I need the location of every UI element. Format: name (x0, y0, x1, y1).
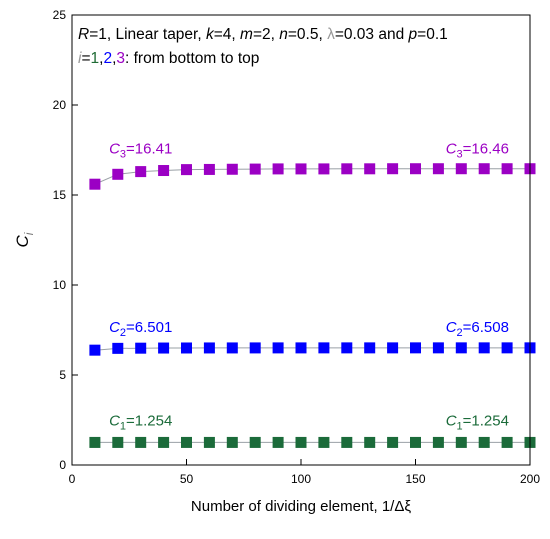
series-3-marker (387, 163, 399, 175)
x-axis-label: Number of dividing element, 1/Δξ (191, 498, 411, 515)
value-label: C2=6.501 (109, 319, 172, 339)
series-2 (89, 342, 536, 356)
y-tick-label: 10 (53, 278, 67, 292)
y-tick-label: 25 (53, 8, 67, 22)
series-2-marker (203, 342, 215, 354)
series-1-marker (203, 436, 215, 448)
series-2-marker (387, 342, 399, 354)
series-3-marker (455, 163, 467, 175)
series-3-marker (364, 163, 376, 175)
series-2-marker (478, 342, 490, 354)
series-1-marker (226, 436, 238, 448)
series-3-marker (112, 168, 124, 180)
series-3-marker (226, 163, 238, 175)
series-1-marker (478, 436, 490, 448)
x-tick-label: 200 (520, 472, 540, 486)
y-tick-label: 20 (53, 98, 67, 112)
series-1-marker (158, 436, 170, 448)
series-3-marker (341, 163, 353, 175)
series-2-marker (181, 342, 192, 354)
x-tick-label: 100 (291, 472, 311, 486)
value-label: C2=6.508 (446, 319, 509, 339)
series-1-marker (181, 436, 192, 448)
y-axis-label: Ci (13, 232, 36, 247)
series-1-marker (318, 436, 330, 448)
series-2-marker (501, 342, 513, 354)
series-3-marker (158, 165, 170, 177)
series-3-marker (249, 163, 261, 175)
series-2-marker (158, 342, 170, 354)
series-3-marker (135, 166, 147, 178)
series-3-marker (181, 164, 192, 176)
series-1-marker (89, 436, 101, 448)
series-1-marker (432, 436, 444, 448)
series-3-marker (318, 163, 330, 175)
y-tick-label: 5 (59, 368, 66, 382)
value-labels: C1=1.254 C1=1.254 C2=6.501 C2=6.508 C3=16.41… (109, 141, 509, 433)
series-2-marker (89, 344, 101, 356)
series-1-marker (249, 436, 261, 448)
series-3-marker (272, 163, 284, 175)
y-tick-label: 15 (53, 188, 67, 202)
series-3-marker (410, 163, 421, 175)
series-1-marker (135, 436, 147, 448)
series-2-marker (318, 342, 330, 354)
series-2-marker (249, 342, 261, 354)
series-3-marker (89, 178, 101, 190)
series-3 (89, 163, 536, 190)
series-1 (89, 436, 536, 448)
series-2-marker (272, 342, 284, 354)
series-3-marker (478, 163, 490, 175)
series-1-marker (387, 436, 399, 448)
series-1-marker (272, 436, 284, 448)
series-3-marker (501, 163, 513, 175)
series-2-marker (432, 342, 444, 354)
series-3-marker (203, 163, 215, 175)
value-label: C3=16.41 (109, 141, 172, 161)
series-2-marker (135, 342, 147, 354)
series-2-marker (455, 342, 467, 354)
series-1-marker (364, 436, 376, 448)
series-1-marker (295, 436, 307, 448)
plot-frame (71, 14, 531, 466)
series-3-marker (432, 163, 444, 175)
series-2-marker (295, 342, 307, 354)
value-label: C1=1.254 (446, 412, 509, 432)
series-2-marker (226, 342, 238, 354)
series-2-marker (341, 342, 353, 354)
series-1-marker (455, 436, 467, 448)
value-label: C3=16.46 (446, 141, 509, 161)
axis-ticks: 0 50 100 150 200 0 5 10 15 20 25 (53, 8, 541, 486)
header-line-1: R=1, Linear taper, k=4, m=2, n=0.5, λ=0.… (78, 26, 448, 43)
series-2-marker (410, 342, 421, 354)
series-2-marker (364, 342, 376, 354)
series-1-marker (112, 436, 124, 448)
series-2-marker (112, 342, 124, 354)
series-1-marker (341, 436, 353, 448)
x-tick-label: 150 (405, 472, 425, 486)
series-3-marker (295, 163, 307, 175)
series-1-marker (410, 436, 421, 448)
series-layer (89, 163, 536, 448)
x-tick-label: 50 (180, 472, 194, 486)
y-tick-label: 0 (59, 458, 66, 472)
header-line-2: i=1,2,3: from bottom to top (78, 50, 259, 67)
x-tick-label: 0 (69, 472, 76, 486)
value-label: C1=1.254 (109, 412, 172, 432)
series-1-marker (501, 436, 513, 448)
